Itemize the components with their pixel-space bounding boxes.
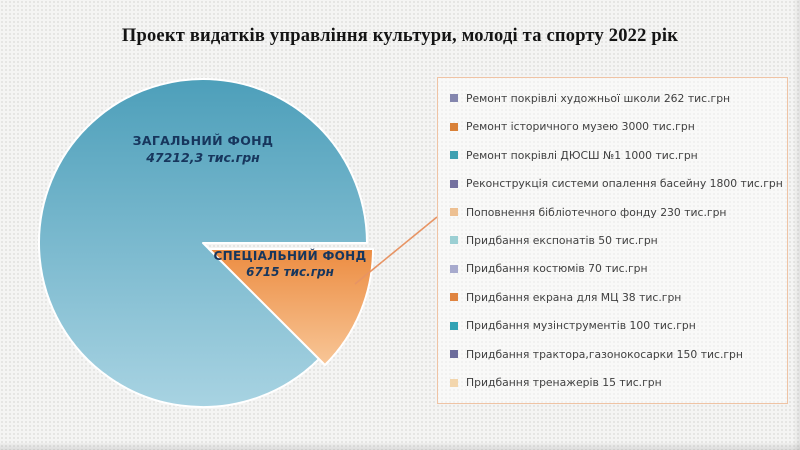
legend-item: Реконструкція системи опалення басейну 1… — [450, 169, 783, 197]
legend-item-label: Ремонт покрівлі художньої школи 262 тис.… — [466, 91, 731, 105]
legend-swatch-icon — [450, 151, 458, 160]
special-fund-label: СПЕЦІАЛЬНИЙ ФОНД 6715 тис.грн — [212, 249, 368, 281]
chart-legend: Ремонт покрівлі художньої школи 262 тис.… — [437, 77, 788, 404]
legend-item-label: Ремонт покрівлі ДЮСШ №1 1000 тис.грн — [466, 148, 698, 162]
legend-swatch-icon — [450, 122, 458, 131]
legend-swatch-icon — [450, 264, 458, 273]
legend-swatch-icon — [450, 293, 458, 302]
legend-swatch-icon — [450, 350, 458, 359]
general-fund-name: ЗАГАЛЬНИЙ ФОНД — [132, 133, 274, 148]
legend-item-label: Придбання костюмів 70 тис.грн — [466, 262, 648, 276]
legend-item: Ремонт історичного музею 3000 тис.грн — [450, 112, 775, 140]
slide-edge-shadow-right — [794, 0, 800, 450]
legend-item: Ремонт покрівлі ДЮСШ №1 1000 тис.грн — [450, 141, 775, 169]
special-fund-value: 6715 тис.грн — [246, 264, 334, 279]
legend-item-label: Придбання трактора,газонокосарки 150 тис… — [466, 347, 743, 361]
special-fund-name: СПЕЦІАЛЬНИЙ ФОНД — [213, 249, 367, 263]
legend-swatch-icon — [450, 208, 458, 217]
legend-item: Придбання костюмів 70 тис.грн — [450, 255, 775, 283]
legend-swatch-icon — [450, 179, 458, 188]
legend-item: Ремонт покрівлі художньої школи 262 тис.… — [450, 84, 775, 112]
legend-item-label: Придбання тренажерів 15 тис.грн — [466, 376, 662, 390]
legend-swatch-icon — [450, 321, 458, 330]
legend-item: Придбання екрана для МЦ 38 тис.грн — [450, 283, 775, 311]
page-title: Проект видатків управління культури, мол… — [121, 26, 679, 46]
slide-edge-shadow-bottom — [0, 443, 800, 450]
legend-item: Поповнення бібліотечного фонду 230 тис.г… — [450, 198, 775, 226]
legend-swatch-icon — [450, 236, 458, 245]
legend-item-label: Поповнення бібліотечного фонду 230 тис.г… — [466, 205, 727, 219]
general-fund-label: ЗАГАЛЬНИЙ ФОНД 47212,3 тис.грн — [103, 133, 303, 166]
legend-item-label: Ремонт історичного музею 3000 тис.грн — [466, 120, 695, 134]
legend-item: Придбання експонатів 50 тис.грн — [450, 226, 775, 254]
legend-leader-line — [354, 216, 438, 285]
legend-item: Придбання трактора,газонокосарки 150 тис… — [450, 340, 775, 368]
legend-item: Придбання тренажерів 15 тис.грн — [450, 369, 775, 397]
legend-item-label: Придбання експонатів 50 тис.грн — [466, 233, 658, 247]
legend-item: Придбання музінструментів 100 тис.грн — [450, 312, 775, 340]
legend-item-label: Придбання екрана для МЦ 38 тис.грн — [466, 290, 682, 304]
general-fund-value: 47212,3 тис.грн — [146, 149, 260, 165]
legend-item-label: Реконструкція системи опалення басейну 1… — [466, 177, 783, 191]
legend-swatch-icon — [450, 378, 458, 387]
legend-item-label: Придбання музінструментів 100 тис.грн — [466, 319, 696, 333]
legend-swatch-icon — [450, 94, 458, 103]
pie-slice-special-fund — [208, 248, 375, 366]
